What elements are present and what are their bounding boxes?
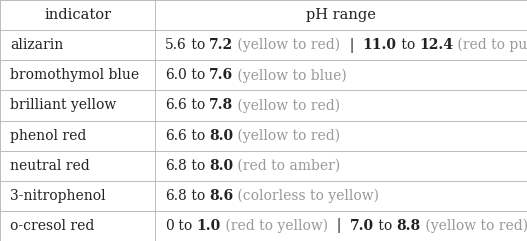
Text: 12.4: 12.4 xyxy=(419,38,453,52)
Text: neutral red: neutral red xyxy=(10,159,90,173)
Text: pH range: pH range xyxy=(306,8,376,22)
Text: (red to purple): (red to purple) xyxy=(453,38,527,52)
Text: 8.8: 8.8 xyxy=(397,219,421,233)
Text: 8.6: 8.6 xyxy=(209,189,233,203)
Text: to: to xyxy=(187,38,209,52)
Text: (yellow to blue): (yellow to blue) xyxy=(233,68,347,82)
Text: indicator: indicator xyxy=(44,8,111,22)
Text: 8.0: 8.0 xyxy=(209,159,233,173)
Text: 7.6: 7.6 xyxy=(209,68,233,82)
Text: to: to xyxy=(187,128,209,143)
Text: phenol red: phenol red xyxy=(10,128,86,143)
Text: 7.8: 7.8 xyxy=(209,98,233,113)
Text: to: to xyxy=(174,219,197,233)
Text: |: | xyxy=(340,38,363,53)
Text: to: to xyxy=(187,68,209,82)
Text: (colorless to yellow): (colorless to yellow) xyxy=(233,189,379,203)
Text: (yellow to red): (yellow to red) xyxy=(233,98,340,113)
Text: 7.2: 7.2 xyxy=(209,38,233,52)
Text: bromothymol blue: bromothymol blue xyxy=(10,68,139,82)
Text: |: | xyxy=(328,218,350,234)
Text: (red to yellow): (red to yellow) xyxy=(221,219,328,233)
Text: to: to xyxy=(397,38,419,52)
Text: to: to xyxy=(187,189,209,203)
Text: to: to xyxy=(374,219,397,233)
Text: 5.6: 5.6 xyxy=(165,38,187,52)
Text: o-cresol red: o-cresol red xyxy=(10,219,95,233)
Text: 8.0: 8.0 xyxy=(209,128,233,143)
Text: alizarin: alizarin xyxy=(10,38,63,52)
Text: (yellow to red): (yellow to red) xyxy=(233,128,340,143)
Text: to: to xyxy=(187,159,209,173)
Text: 1.0: 1.0 xyxy=(197,219,221,233)
Text: (yellow to red): (yellow to red) xyxy=(421,219,527,233)
Text: 6.0: 6.0 xyxy=(165,68,187,82)
Text: 6.6: 6.6 xyxy=(165,128,187,143)
Text: 7.0: 7.0 xyxy=(350,219,374,233)
Text: (red to amber): (red to amber) xyxy=(233,159,340,173)
Text: 6.8: 6.8 xyxy=(165,189,187,203)
Text: 0: 0 xyxy=(165,219,174,233)
Text: brilliant yellow: brilliant yellow xyxy=(10,98,116,113)
Text: 3-nitrophenol: 3-nitrophenol xyxy=(10,189,106,203)
Text: 6.8: 6.8 xyxy=(165,159,187,173)
Text: 6.6: 6.6 xyxy=(165,98,187,113)
Text: 11.0: 11.0 xyxy=(363,38,397,52)
Text: (yellow to red): (yellow to red) xyxy=(233,38,340,52)
Text: to: to xyxy=(187,98,209,113)
